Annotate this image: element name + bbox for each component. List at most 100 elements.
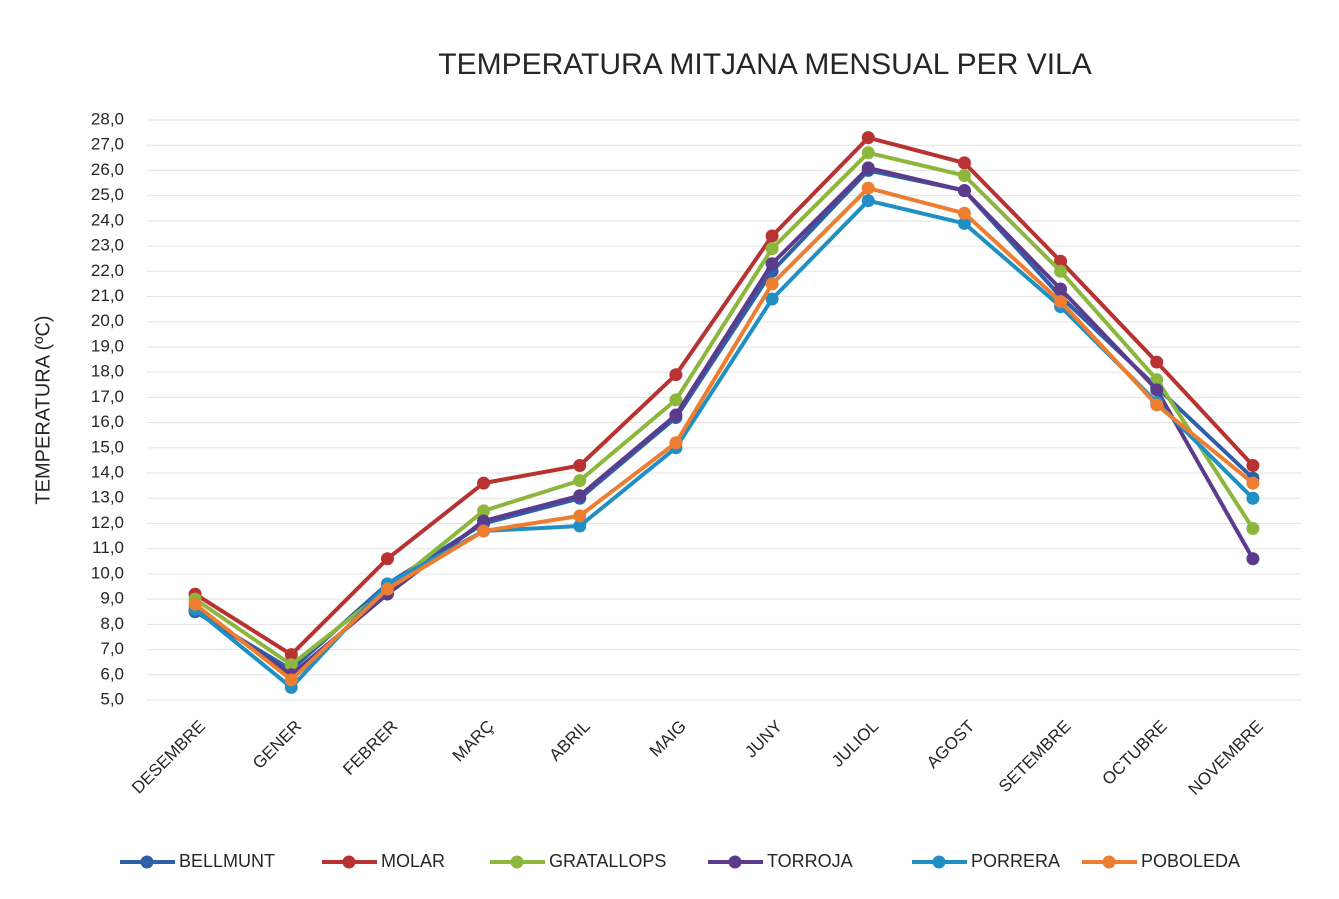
legend-label: MOLAR <box>381 851 445 871</box>
y-tick-label: 13,0 <box>91 488 124 507</box>
series-line <box>194 135 1255 657</box>
data-point <box>477 514 491 528</box>
x-tick-label: ABRIL <box>546 717 594 765</box>
y-tick-label: 21,0 <box>91 286 124 305</box>
legend-label: GRATALLOPS <box>549 851 666 871</box>
data-point <box>861 194 875 208</box>
legend-label: PORRERA <box>971 851 1060 871</box>
data-point <box>1150 398 1164 412</box>
data-point <box>1150 373 1164 387</box>
data-point <box>669 408 683 422</box>
y-tick-label: 17,0 <box>91 387 124 406</box>
data-point <box>861 181 875 195</box>
data-point <box>957 206 971 220</box>
y-axis-label: TEMPERATURA (ºC) <box>32 315 54 504</box>
chart-title: TEMPERATURA MITJANA MENSUAL PER VILA <box>438 48 1091 81</box>
y-tick-label: 11,0 <box>92 538 124 557</box>
legend-label: BELLMUNT <box>179 851 275 871</box>
data-point <box>1246 552 1260 566</box>
y-tick-label: 12,0 <box>91 513 124 532</box>
data-point <box>573 474 587 488</box>
data-point <box>1246 491 1260 505</box>
data-point <box>765 242 779 256</box>
y-tick-label: 20,0 <box>91 311 124 330</box>
data-point <box>669 368 683 382</box>
x-tick-label: JUNY <box>741 717 786 762</box>
data-point <box>669 393 683 407</box>
x-tick-label: DESEMBRE <box>128 717 209 798</box>
series-line <box>193 186 1255 682</box>
y-tick-label: 9,0 <box>100 589 124 608</box>
data-point <box>573 509 587 523</box>
data-point <box>765 257 779 271</box>
legend-item: GRATALLOPS <box>490 851 666 871</box>
data-point <box>1246 476 1260 490</box>
data-point <box>1150 355 1164 369</box>
data-point <box>1054 254 1068 268</box>
y-tick-label: 10,0 <box>91 563 124 582</box>
y-tick-label: 19,0 <box>91 336 124 355</box>
x-tick-label: AGOST <box>923 717 979 773</box>
legend-item: BELLMUNT <box>120 851 275 871</box>
y-tick-label: 8,0 <box>100 614 124 633</box>
x-tick-label: JULIOL <box>828 717 882 771</box>
legend-marker <box>140 855 154 869</box>
data-point <box>284 673 298 687</box>
x-tick-label: MAIG <box>646 717 690 761</box>
y-tick-label: 28,0 <box>91 109 124 128</box>
x-tick-label: GENER <box>249 717 305 773</box>
legend-item: MOLAR <box>322 851 445 871</box>
y-tick-label: 23,0 <box>91 236 124 255</box>
legend-marker <box>510 855 524 869</box>
legend-item: PORRERA <box>912 851 1060 871</box>
data-point <box>284 658 298 672</box>
legend-marker <box>342 855 356 869</box>
data-point <box>573 519 587 533</box>
y-tick-label: 22,0 <box>91 261 124 280</box>
y-tick-label: 6,0 <box>100 664 124 683</box>
data-point <box>573 458 587 472</box>
data-point <box>957 216 971 230</box>
data-point <box>1246 522 1260 536</box>
data-point <box>1054 264 1068 278</box>
y-tick-label: 24,0 <box>91 210 124 229</box>
data-point <box>573 489 587 503</box>
y-tick-label: 27,0 <box>91 135 124 154</box>
data-point <box>765 292 779 306</box>
legend-item: TORROJA <box>708 851 853 871</box>
legend-label: TORROJA <box>767 851 853 871</box>
data-point <box>957 184 971 198</box>
data-point <box>957 168 971 182</box>
y-tick-label: 15,0 <box>91 437 124 456</box>
data-point <box>477 524 491 538</box>
data-point <box>477 476 491 490</box>
series-line <box>193 150 1255 667</box>
series-line <box>194 168 1255 672</box>
legend-marker <box>728 855 742 869</box>
y-tick-label: 26,0 <box>91 160 124 179</box>
series-line <box>193 198 1255 690</box>
data-point <box>380 552 394 566</box>
data-point <box>669 436 683 450</box>
data-point <box>188 597 202 611</box>
y-tick-label: 14,0 <box>91 463 124 482</box>
y-tick-label: 5,0 <box>100 689 124 708</box>
data-point <box>477 504 491 518</box>
data-point <box>380 582 394 596</box>
y-tick-label: 18,0 <box>91 362 124 381</box>
x-tick-label: OCTUBRE <box>1099 717 1171 789</box>
y-tick-label: 16,0 <box>91 412 124 431</box>
x-tick-label: FEBRER <box>339 717 401 779</box>
data-point <box>861 131 875 145</box>
legend-marker <box>1102 855 1116 869</box>
x-tick-label: MARÇ <box>449 717 498 766</box>
data-point <box>765 229 779 243</box>
y-tick-label: 25,0 <box>91 185 124 204</box>
data-point <box>861 146 875 160</box>
x-tick-label: NOVEMBRE <box>1185 717 1267 799</box>
legend-label: POBOLEDA <box>1141 851 1240 871</box>
data-point <box>1150 383 1164 397</box>
series-line <box>193 165 1255 677</box>
data-point <box>1246 458 1260 472</box>
